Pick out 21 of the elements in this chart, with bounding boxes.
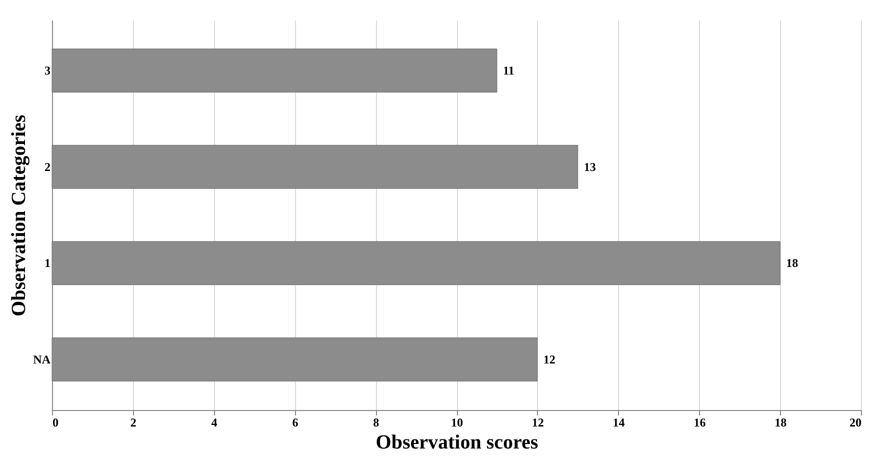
x-tick-label: 10 (451, 416, 463, 430)
data-label: 18 (786, 256, 798, 270)
y-tick-label: 3 (44, 64, 50, 78)
data-label: 13 (584, 160, 596, 174)
y-axis-title: Observation Categories (8, 114, 30, 316)
data-label: 11 (502, 64, 514, 78)
x-tick-label: 8 (373, 416, 380, 430)
data-label: 12 (543, 352, 556, 366)
x-axis-title: Observation scores (376, 432, 538, 454)
x-tick-label: 0 (52, 416, 58, 430)
x-tick-label: 4 (211, 416, 218, 430)
x-tick-label: 16 (694, 416, 706, 430)
x-tick-label: 6 (292, 416, 298, 430)
x-tick-label: 12 (532, 416, 544, 430)
x-tick-label: 18 (774, 416, 787, 430)
y-tick-label: NA (33, 352, 51, 366)
x-tick-label: 2 (130, 416, 136, 430)
y-tick-label: 2 (44, 160, 50, 174)
y-tick-label: 1 (44, 256, 50, 270)
x-tick-label: 14 (612, 416, 625, 430)
x-tick-label: 20 (850, 416, 862, 430)
